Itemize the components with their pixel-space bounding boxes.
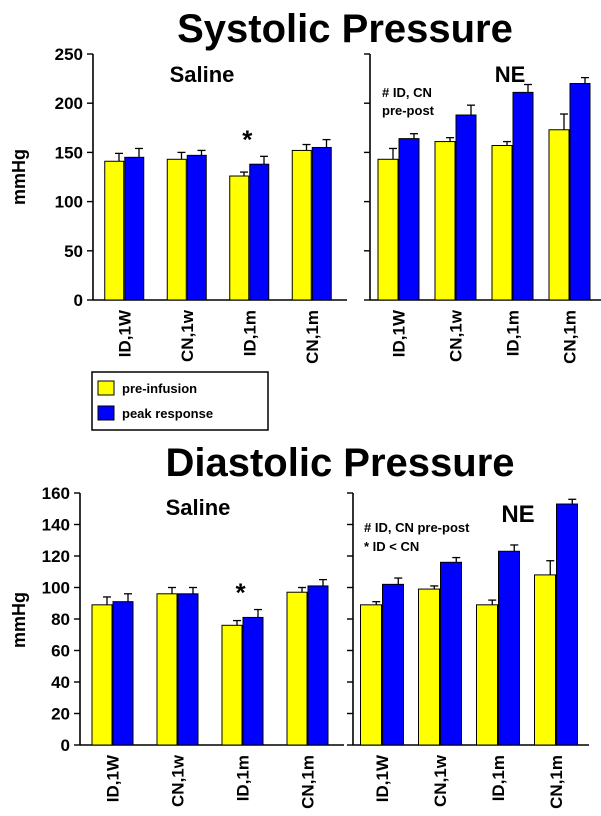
bar-peak-response <box>512 91 534 301</box>
bar-pre-infusion <box>360 604 382 746</box>
y-tick-label: 40 <box>51 673 70 692</box>
y-tick-label: 20 <box>51 705 70 724</box>
y-tick-label: 140 <box>42 516 70 535</box>
bar-pre-infusion <box>229 175 250 301</box>
bar-peak-response <box>186 154 207 301</box>
bar-pre-infusion <box>91 604 113 746</box>
y-tick-label: 200 <box>55 94 83 113</box>
y-tick-label: 100 <box>42 579 70 598</box>
x-category-label: CN,1w <box>447 309 466 362</box>
bar-pre-infusion <box>286 591 308 746</box>
legend: pre-infusion peak response <box>91 371 269 431</box>
bar-peak-response <box>455 114 477 301</box>
panel-title: NE <box>495 62 526 87</box>
y-tick-label: 0 <box>61 736 70 755</box>
diastolic-title: Diastolic Pressure <box>165 441 514 485</box>
y-axis-label: mmHg <box>9 149 29 205</box>
chart-panel-4: NE ID,1W CN,1w ID,1m CN,1m # ID, CN pre-post *… <box>347 492 589 809</box>
bar-peak-response <box>498 550 520 746</box>
significance-star: * <box>235 578 246 608</box>
x-category-label: ID,1W <box>104 754 123 802</box>
bar-pre-infusion <box>291 149 312 301</box>
bar-pre-infusion <box>221 624 243 746</box>
bar-peak-response <box>177 593 199 746</box>
legend-label-peak-response: peak response <box>122 406 213 421</box>
legend-swatch-peak-response <box>97 405 115 421</box>
x-category-label: CN,1m <box>299 755 318 809</box>
x-category-label: ID,1m <box>240 310 259 356</box>
bar-peak-response <box>311 146 332 301</box>
x-category-label: ID,1W <box>390 309 409 357</box>
bar-pre-infusion <box>534 574 556 746</box>
x-category-label: ID,1W <box>115 309 134 357</box>
bar-peak-response <box>307 585 329 746</box>
x-category-label: CN,1w <box>169 754 188 807</box>
y-tick-label: 50 <box>64 242 83 261</box>
y-tick-label: 150 <box>55 143 83 162</box>
y-tick-label: 100 <box>55 193 83 212</box>
y-tick-label: 250 <box>55 45 83 64</box>
bar-peak-response <box>440 561 462 746</box>
x-category-label: CN,1w <box>178 309 197 362</box>
bar-peak-response <box>398 138 420 301</box>
panel-title: NE <box>501 501 534 528</box>
x-category-label: CN,1m <box>547 755 566 809</box>
chart-panel-1: Saline 0 50 100 150 200 250 mmHg ID,1W CN,1w ID,1m… <box>9 45 347 364</box>
y-axis-label: mmHg <box>9 592 29 648</box>
bar-peak-response <box>569 83 591 301</box>
chart-panel-3: Saline 0 20 40 60 80 100 120 140 160 mmHg ID,1W CN,1… <box>9 484 344 809</box>
bar-pre-infusion <box>491 145 513 301</box>
y-tick-label: 160 <box>42 484 70 503</box>
panel-note: pre-post <box>382 103 435 118</box>
bar-pre-infusion <box>434 141 456 301</box>
y-tick-label: 120 <box>42 547 70 566</box>
bar-pre-infusion <box>548 129 570 301</box>
y-tick-label: 60 <box>51 642 70 661</box>
legend-label-pre-infusion: pre-infusion <box>122 381 197 396</box>
legend-box <box>91 371 269 431</box>
x-category-label: CN,1m <box>561 310 580 364</box>
panel-note: # ID, CN pre-post <box>364 520 470 535</box>
bar-pre-infusion <box>476 604 498 746</box>
panel-title: Saline <box>166 495 231 520</box>
x-category-label: ID,1W <box>373 754 392 802</box>
x-category-label: CN,1w <box>431 754 450 807</box>
bar-pre-infusion <box>166 158 187 301</box>
systolic-title: Systolic Pressure <box>177 7 513 51</box>
bar-peak-response <box>382 583 404 746</box>
bar-pre-infusion <box>156 593 178 746</box>
panel-note: # ID, CN <box>382 85 432 100</box>
legend-swatch-pre-infusion <box>97 380 115 396</box>
bar-pre-infusion <box>377 158 399 301</box>
x-category-label: ID,1m <box>234 755 253 801</box>
bar-peak-response <box>112 601 134 746</box>
chart-panel-2: NE ID,1W CN,1w ID,1m CN,1m # ID, CN pre-post <box>364 53 601 364</box>
bar-peak-response <box>124 156 145 301</box>
x-category-label: CN,1m <box>303 310 322 364</box>
bar-pre-infusion <box>418 588 440 746</box>
panel-note: * ID < CN <box>364 539 419 554</box>
y-tick-label: 80 <box>51 610 70 629</box>
panel-title: Saline <box>170 62 235 87</box>
bar-pre-infusion <box>104 160 125 301</box>
bar-peak-response <box>249 163 270 301</box>
bar-peak-response <box>242 616 264 746</box>
x-category-label: ID,1m <box>504 310 523 356</box>
x-category-label: ID,1m <box>489 755 508 801</box>
significance-star: * <box>242 124 253 154</box>
y-tick-label: 0 <box>74 291 83 310</box>
bar-peak-response <box>556 503 578 746</box>
